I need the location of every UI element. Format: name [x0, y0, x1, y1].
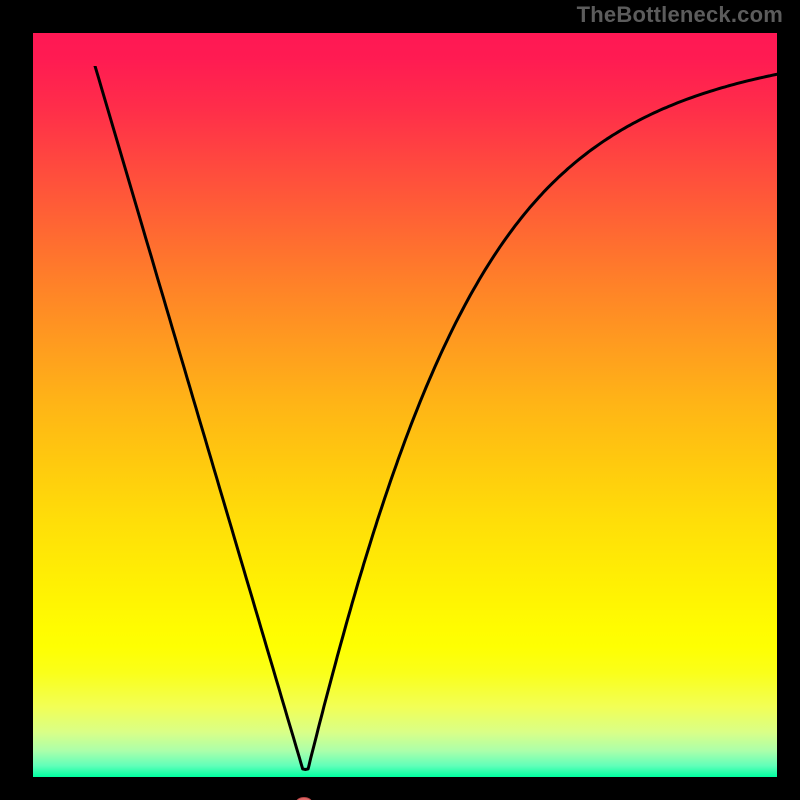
bottleneck-curve	[0, 0, 800, 800]
chart-frame: TheBottleneck.com	[0, 0, 800, 800]
watermark-text: TheBottleneck.com	[577, 2, 783, 28]
